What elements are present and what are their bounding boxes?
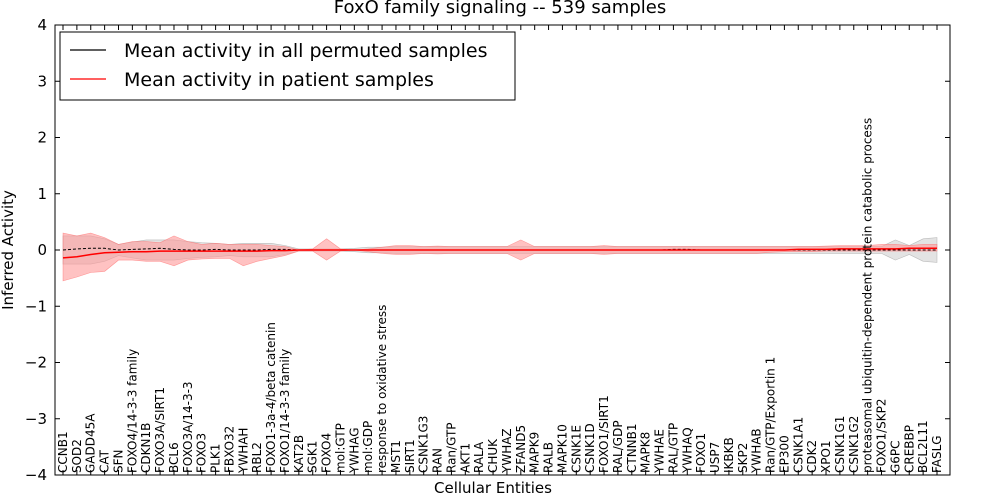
x-tick-label: YWHAQ	[680, 427, 694, 474]
x-tick-label: FOXO4/14-3-3 family	[125, 349, 139, 473]
y-axis-ticks: 4 3 2 1 0 −1 −2 −3 −4	[25, 16, 950, 484]
x-tick-label: Ran/GTP	[444, 422, 458, 473]
x-tick-label: GADD45A	[84, 413, 98, 473]
x-tick-label: CSNK1D	[583, 423, 597, 473]
y-tick-label: −2	[25, 354, 47, 372]
x-tick-label: SFN	[112, 450, 126, 474]
x-tick-label: KAT2B	[292, 435, 306, 473]
x-tick-label: mol:GTP	[334, 423, 348, 473]
x-tick-label: FOXO1-3a-4/beta catenin	[264, 322, 278, 473]
x-tick-label: proteasomal ubiquitin-dependent protein …	[861, 118, 875, 473]
x-tick-label: RALB	[542, 442, 556, 473]
x-tick-label: FOXO1/14-3-3 family	[278, 349, 292, 473]
x-tick-label: CTNNB1	[625, 423, 639, 473]
x-tick-label: YWHAH	[236, 428, 250, 474]
x-axis-ticks: CCNB1 SOD2 GADD45A CAT SFN FOXO4/14-3-3 famil…	[56, 25, 944, 475]
confidence-bands	[62, 232, 938, 282]
x-tick-label: YWHAB	[750, 428, 764, 474]
x-tick-label: RAL/GTP	[666, 423, 680, 473]
x-tick-label: RBL2	[250, 442, 264, 473]
x-tick-label: SIRT1	[403, 439, 417, 473]
x-tick-label: RAL/GDP	[611, 420, 625, 473]
x-tick-label: CCNB1	[56, 431, 70, 473]
x-tick-label: YWHAZ	[500, 428, 514, 474]
x-tick-label: IKBKB	[722, 437, 736, 473]
x-tick-label: Ran/GTP/Exportin 1	[764, 357, 778, 473]
y-tick-label: 1	[37, 185, 47, 203]
x-tick-label: RALA	[472, 441, 486, 473]
x-tick-label: FOXO3	[195, 433, 209, 473]
x-axis-label: Cellular Entities	[434, 479, 552, 497]
y-tick-label: 3	[37, 72, 47, 90]
x-tick-label: EP300	[777, 435, 791, 473]
x-tick-label: FOXO3A/14-3-3	[181, 381, 195, 473]
legend-box	[59, 31, 516, 101]
x-tick-label: YWHAG	[347, 427, 361, 474]
x-tick-label: FASLG	[930, 435, 944, 473]
x-tick-label: CSNK1G2	[847, 416, 861, 473]
x-tick-label: CSNK1E	[569, 425, 583, 473]
x-tick-label: FOXO1/SIRT1	[597, 395, 611, 473]
x-tick-label: FOXO1/SKP2	[875, 398, 889, 473]
x-tick-label: FOXO3A/SIRT1	[153, 387, 167, 473]
x-tick-label: AKT1	[458, 443, 472, 473]
series-line-patient	[62, 247, 937, 259]
x-tick-label: MAPK10	[555, 424, 569, 473]
legend-label-patient: Mean activity in patient samples	[124, 69, 434, 91]
y-tick-label: 0	[37, 241, 47, 259]
legend: Mean activity in all permuted samples Me…	[59, 31, 516, 101]
x-tick-label: BCL2L11	[916, 420, 930, 473]
x-tick-label: PLK1	[209, 444, 223, 473]
x-tick-label: XPO1	[819, 440, 833, 473]
x-tick-label: response to oxidative stress	[375, 305, 389, 473]
x-tick-label: SKP2	[736, 443, 750, 473]
x-tick-label: BCL6	[167, 442, 181, 473]
x-tick-label: RAN	[431, 448, 445, 473]
x-tick-label: MST1	[389, 440, 403, 473]
x-tick-label: G6PC	[888, 440, 902, 473]
x-tick-label: CSNK1G3	[417, 416, 431, 473]
y-tick-label: 2	[37, 129, 47, 147]
x-tick-label: USP7	[708, 442, 722, 473]
x-tick-label: CREBBP	[902, 425, 916, 473]
y-tick-label: 4	[37, 16, 47, 34]
x-tick-label: MAPK8	[639, 432, 653, 473]
x-tick-label: CAT	[98, 449, 112, 473]
x-tick-label: YWHAE	[653, 429, 667, 474]
x-tick-label: FBXO32	[223, 426, 237, 473]
x-tick-label: MAPK9	[528, 432, 542, 473]
x-tick-label: CDKN1B	[139, 423, 153, 473]
x-tick-label: CHUK	[486, 438, 500, 473]
x-tick-label: FOXO1	[694, 433, 708, 473]
chart-title: FoxO family signaling -- 539 samples	[334, 0, 666, 18]
x-tick-label: SGK1	[306, 441, 320, 473]
series-lines	[62, 247, 937, 259]
x-tick-label: SOD2	[70, 439, 84, 473]
y-tick-label: −4	[25, 466, 47, 484]
x-tick-label: mol:GDP	[361, 421, 375, 473]
legend-label-permuted: Mean activity in all permuted samples	[124, 40, 487, 62]
band-patient	[62, 232, 938, 282]
x-tick-label: FOXO4	[320, 433, 334, 473]
x-tick-label: CSNK1A1	[791, 417, 805, 473]
y-tick-label: −1	[25, 297, 47, 315]
x-tick-label: ZFAND5	[514, 425, 528, 473]
x-tick-label: CSNK1G1	[833, 416, 847, 473]
x-tick-label: CDK2	[805, 440, 819, 473]
y-axis-label: Inferred Activity	[0, 190, 17, 310]
y-tick-label: −3	[25, 410, 47, 428]
